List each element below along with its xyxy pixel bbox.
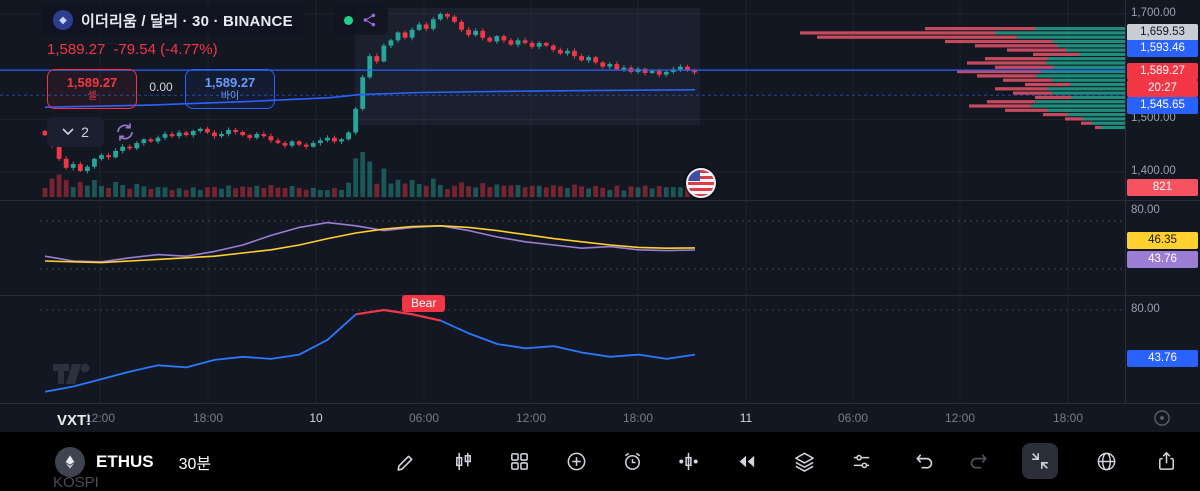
- draw-button[interactable]: [388, 443, 424, 479]
- layers-button[interactable]: [786, 443, 822, 479]
- circular-arrows-icon: [117, 123, 133, 141]
- share-button[interactable]: [1148, 443, 1184, 479]
- buy-price: 1,589.27: [204, 74, 256, 90]
- price-badge: 1,659.53: [1127, 24, 1198, 41]
- sell-price: 1,589.27: [66, 74, 118, 90]
- price-axis-label: 1,500.00: [1131, 112, 1176, 124]
- background-ticker-text: VXT!: [57, 412, 92, 429]
- market-status-pill[interactable]: [334, 5, 388, 35]
- add-button[interactable]: [558, 443, 594, 479]
- alert-button[interactable]: [614, 443, 650, 479]
- price-badge: 43.76: [1127, 350, 1198, 367]
- eth-symbol-icon[interactable]: [55, 446, 85, 477]
- time-axis-label: 18:00: [1052, 411, 1084, 425]
- pane-separator[interactable]: [0, 200, 1200, 201]
- sell-label: 셀: [87, 90, 97, 102]
- chevron-down-icon: [62, 128, 74, 136]
- undo-button[interactable]: [906, 443, 942, 479]
- eth-logo-icon: ◆: [53, 10, 73, 30]
- buy-button[interactable]: 1,589.27 바이: [185, 69, 275, 109]
- price-badge: 1,589.27: [1127, 63, 1198, 80]
- toolbar-interval[interactable]: 30분: [178, 455, 212, 473]
- time-axis-label: 10: [309, 411, 323, 425]
- spread-value: 0.00: [149, 80, 173, 94]
- last-price-row: 1,589.27 -79.54 (-4.77%): [47, 41, 218, 58]
- quantity-dropdown[interactable]: 2: [47, 117, 104, 147]
- us-economic-event-icon[interactable]: [686, 168, 716, 198]
- price-badge: 1,593.46: [1127, 40, 1198, 57]
- bottom-toolbar: ETHUS 30분: [0, 432, 1200, 491]
- time-axis-label: 12:00: [84, 411, 116, 425]
- buy-label: 바이: [220, 90, 240, 102]
- toolbar-symbol[interactable]: ETHUS: [96, 451, 154, 471]
- time-axis-label: 12:00: [944, 411, 976, 425]
- price-axis-label: 1,400.00: [1131, 165, 1176, 177]
- market-open-dot-icon: [344, 15, 353, 25]
- time-axis-label: 06:00: [408, 411, 440, 425]
- tune-button[interactable]: [843, 443, 879, 479]
- last-price: 1,589.27: [47, 41, 106, 58]
- price-badge: 43.76: [1127, 251, 1198, 268]
- symbol-title: 이더리움 / 달러 · 30 · BINANCE: [81, 12, 293, 30]
- exit-fullscreen-button[interactable]: [1022, 443, 1058, 479]
- indicator-button[interactable]: [670, 443, 706, 479]
- language-globe-button[interactable]: [1088, 443, 1124, 479]
- chart-canvas[interactable]: [0, 0, 1200, 403]
- reverse-position-button[interactable]: [112, 119, 138, 145]
- price-change: -79.54 (-4.77%): [113, 41, 218, 58]
- price-axis-border: [1125, 0, 1126, 403]
- symbol-header[interactable]: ◆ 이더리움 / 달러 · 30 · BINANCE: [42, 5, 304, 35]
- bear-signal-badge: Bear: [402, 295, 446, 312]
- price-axis-label: 80.00: [1131, 303, 1160, 315]
- tradingview-logo: [53, 363, 90, 384]
- time-axis-label: 06:00: [837, 411, 869, 425]
- chart-type-button[interactable]: [445, 443, 481, 479]
- pane-separator[interactable]: [0, 295, 1200, 296]
- price-badge: 20:27: [1127, 80, 1198, 97]
- layout-grid-button[interactable]: [501, 443, 537, 479]
- time-axis[interactable]: 12:00 18:00 10 06:00 12:00 18:00 11 06:00 12:00 1…: [0, 403, 1200, 433]
- axis-settings-icon[interactable]: [1152, 408, 1172, 433]
- price-badge: 46.35: [1127, 232, 1198, 249]
- sell-button[interactable]: 1,589.27 셀: [47, 69, 137, 109]
- price-badge: 1,545.65: [1127, 97, 1198, 114]
- quantity-value: 2: [81, 124, 89, 140]
- redo-button[interactable]: [960, 443, 996, 479]
- price-axis-label: 1,700.00: [1131, 7, 1176, 19]
- time-axis-label: 11: [739, 411, 753, 425]
- replay-button[interactable]: [728, 443, 764, 479]
- background-ticker-text: KOSPI: [53, 474, 99, 491]
- price-badge: 821: [1127, 179, 1198, 196]
- time-axis-label: 18:00: [192, 411, 224, 425]
- price-axis-label: 80.00: [1131, 204, 1160, 216]
- time-axis-label: 18:00: [622, 411, 654, 425]
- time-axis-label: 12:00: [515, 411, 547, 425]
- ideas-share-icon[interactable]: [362, 12, 378, 28]
